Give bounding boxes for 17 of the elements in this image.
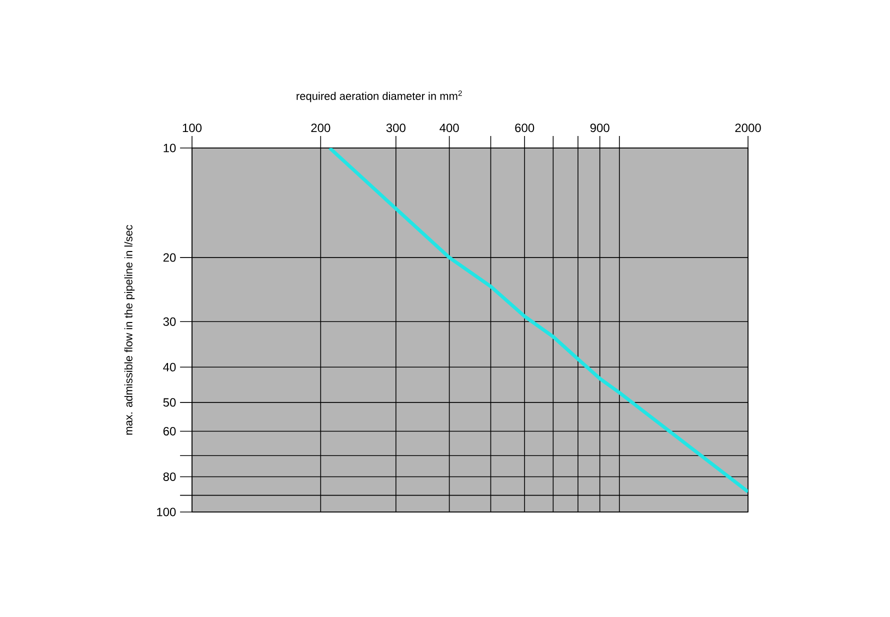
x-tick-label: 400: [440, 124, 459, 132]
x-tick-label: 100: [182, 124, 202, 132]
x-axis-title: required aeration diameter in mm$^{2}$: [296, 90, 462, 102]
y-tick-label: 10: [164, 144, 176, 152]
x-tick-label: 200: [311, 124, 330, 132]
y-tick-label: 50: [163, 398, 176, 407]
y-tick-label: 20: [163, 253, 176, 262]
x-tick-label: 300: [386, 124, 406, 132]
x-tick-label: 2000: [735, 124, 761, 132]
x-tick-label: 900: [590, 124, 610, 132]
x-tick-label: 600: [515, 124, 534, 132]
y-tick-label: 40: [163, 362, 176, 372]
y-axis-title: max. admissible flow in the pipeline in l/sec: [124, 224, 135, 435]
y-tick-label: 30: [163, 317, 176, 326]
y-tick-label: 80: [163, 472, 176, 481]
y-tick-label: 100: [157, 508, 176, 516]
y-tick-label: 60: [163, 426, 176, 436]
